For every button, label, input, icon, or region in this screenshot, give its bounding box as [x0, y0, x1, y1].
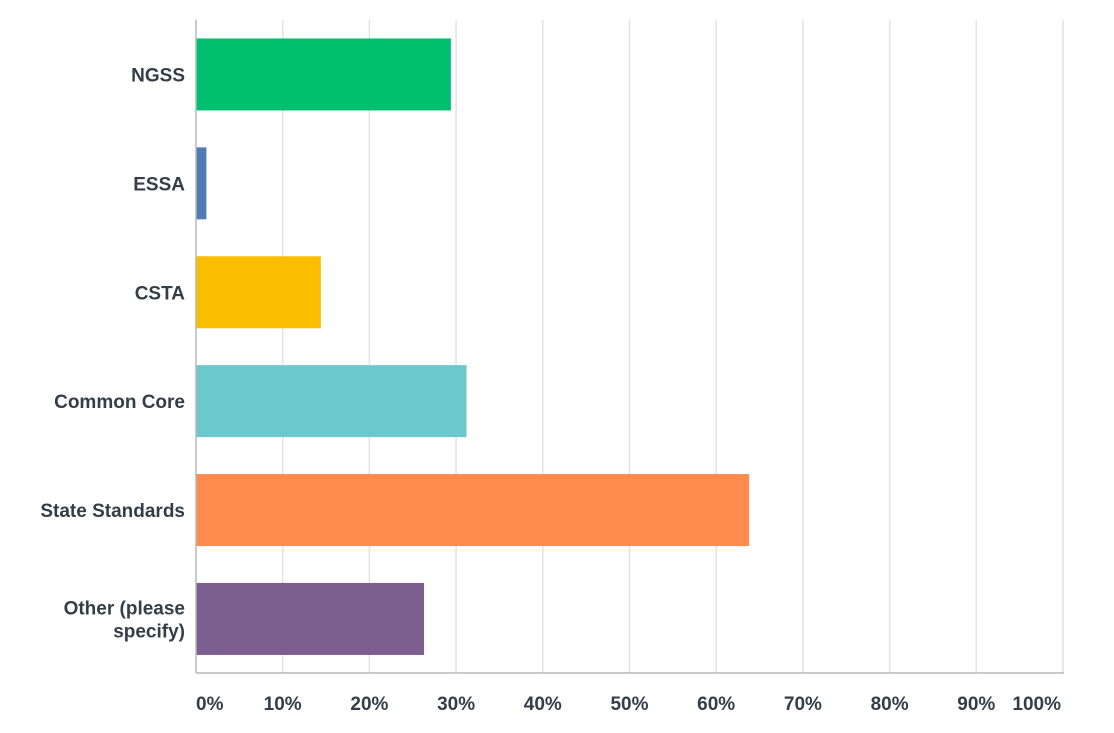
- x-tick-label: 70%: [784, 694, 822, 715]
- axes: [195, 20, 1064, 674]
- category-label: ESSA: [133, 174, 185, 195]
- x-tick-label: 50%: [610, 694, 648, 715]
- bar-common-core[interactable]: [196, 365, 467, 438]
- bar-other-please-specify[interactable]: [196, 582, 425, 655]
- gridlines: [281, 20, 1064, 673]
- x-tick-label: 10%: [264, 694, 302, 715]
- tick-labels: 0% 10% 20% 30% 40% 50% 60% 70% 80% 90% 100%: [196, 694, 1061, 715]
- x-tick-label: 80%: [871, 694, 909, 715]
- bars: [196, 38, 750, 655]
- bar-essa[interactable]: [196, 147, 207, 220]
- bar-ngss[interactable]: [196, 38, 451, 111]
- category-labels: NGSS ESSA CSTA Common Core State Standards Ot…: [40, 65, 185, 642]
- x-tick-label: 60%: [697, 694, 735, 715]
- x-tick-label: 30%: [437, 694, 475, 715]
- category-label: Common Core: [54, 392, 185, 413]
- category-label: CSTA: [135, 283, 186, 304]
- x-tick-label: 40%: [524, 694, 562, 715]
- bar-csta[interactable]: [196, 256, 321, 329]
- bar-state-standards[interactable]: [196, 474, 750, 547]
- x-tick-label: 20%: [350, 694, 388, 715]
- category-label: NGSS: [131, 65, 185, 86]
- x-tick-label: 90%: [957, 694, 995, 715]
- x-tick-label: 100%: [1012, 694, 1061, 715]
- category-label: Other (please: [64, 598, 185, 619]
- x-tick-label: 0%: [196, 694, 224, 715]
- category-label: specify): [113, 621, 185, 642]
- category-label: State Standards: [40, 501, 185, 522]
